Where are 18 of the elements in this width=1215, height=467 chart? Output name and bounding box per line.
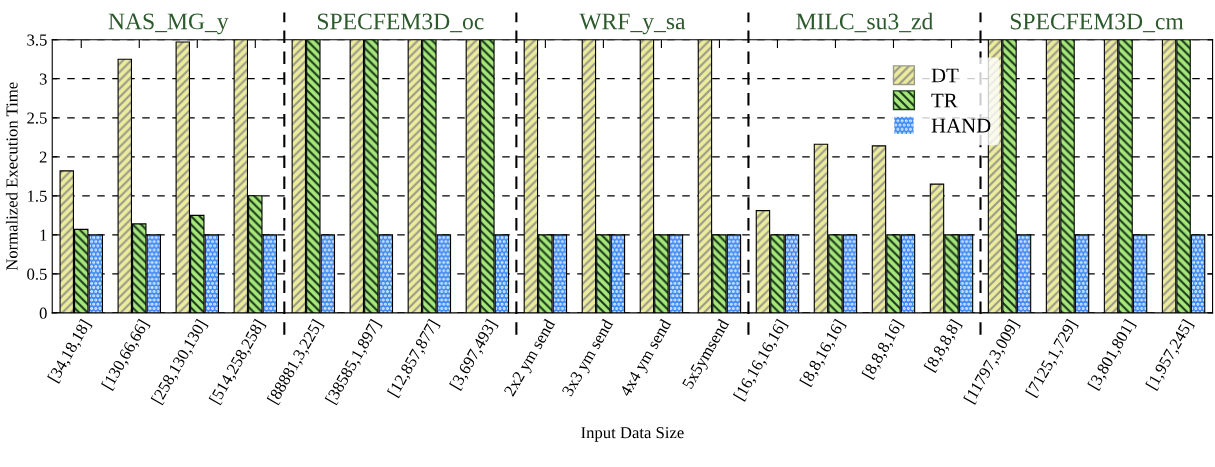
y-tick-label: 3.5 — [27, 34, 47, 46]
x-axis-title: Input Data Size — [581, 427, 684, 442]
y-axis-title: Normalized Execution Time — [5, 82, 18, 271]
legend-label: HAND — [931, 118, 991, 133]
y-tick-label: 0.5 — [27, 268, 47, 280]
y-tick-label: 1 — [40, 229, 47, 241]
y-tick-label: 3 — [39, 73, 47, 85]
text: NAS_MG_y — [108, 13, 229, 35]
y-tick-label: 1.5 — [28, 190, 47, 202]
text: MILC_su3_zd — [796, 12, 934, 33]
text: SPECFEM3D_oc — [317, 13, 484, 33]
text: WRF_y_sa — [579, 13, 686, 35]
y-tick-label: 2 — [39, 151, 47, 163]
text: SPECFEM3D_cm — [1010, 13, 1184, 33]
legend-label: DT — [931, 68, 959, 83]
y-tick-label: 2.5 — [27, 112, 47, 124]
legend-label: TR — [931, 93, 958, 108]
y-tick-label: 0 — [39, 307, 47, 319]
